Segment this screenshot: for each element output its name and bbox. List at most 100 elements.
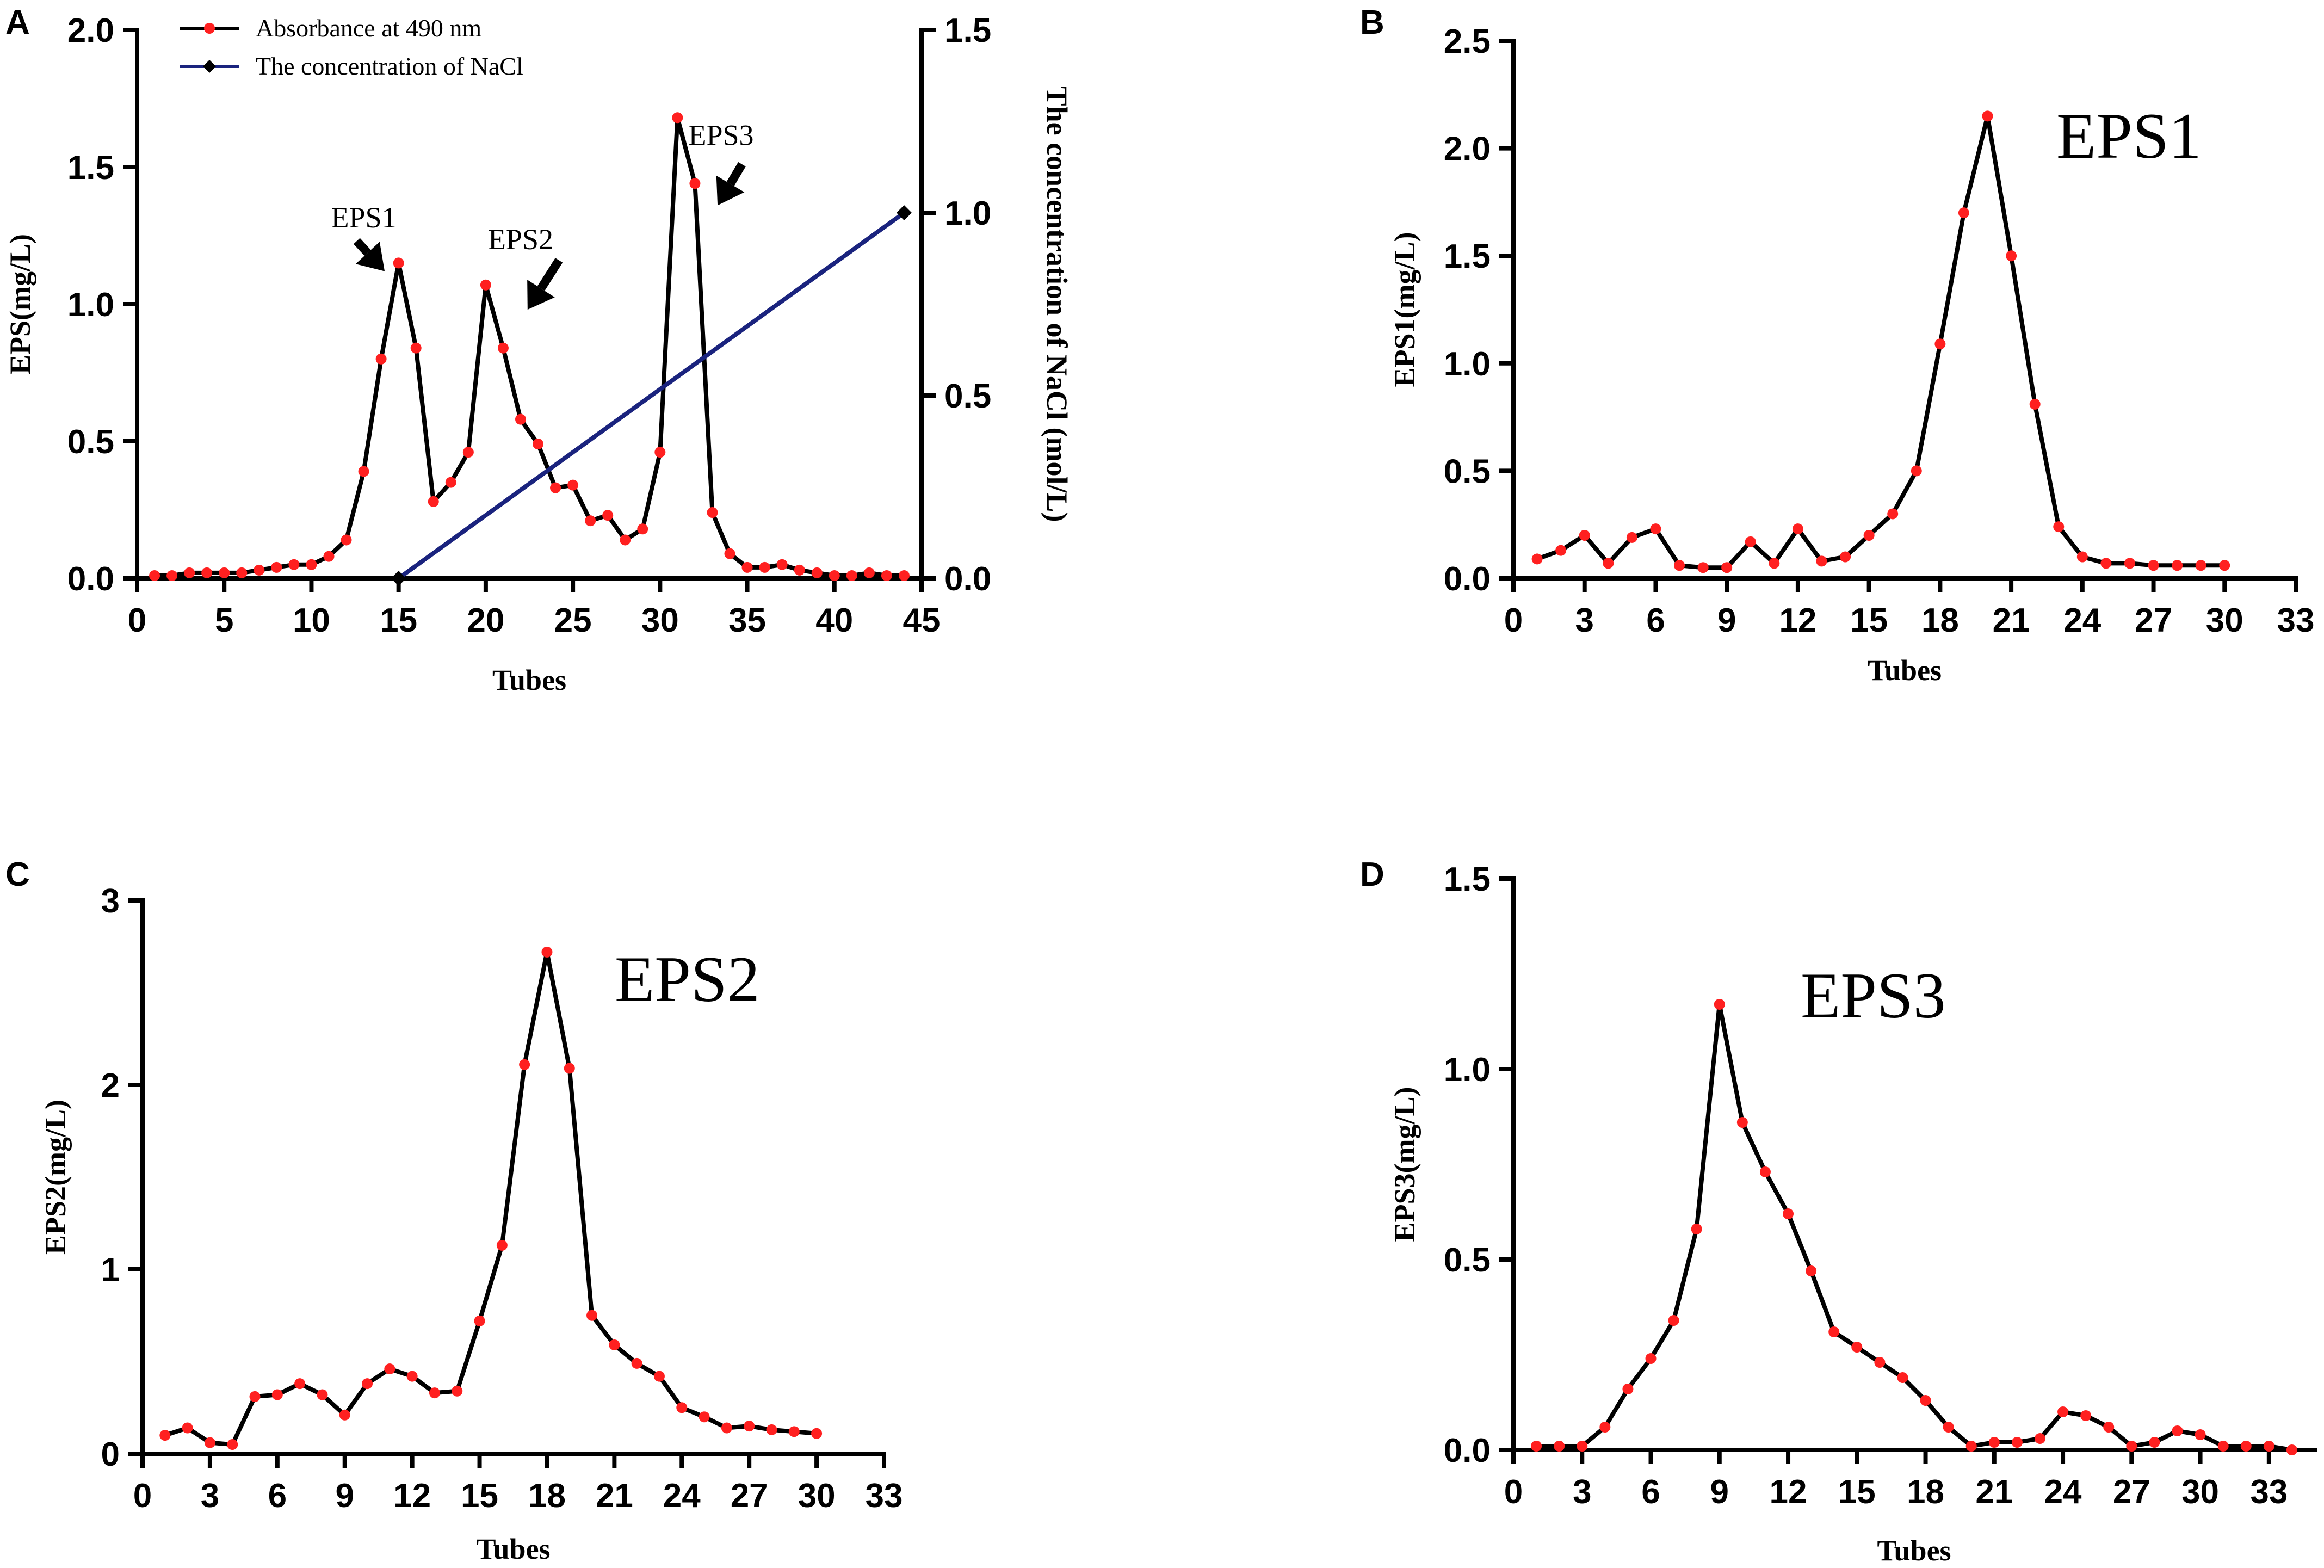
- data-point: [672, 112, 683, 124]
- panel-letter: C: [5, 856, 30, 893]
- data-point: [410, 342, 422, 354]
- data-point: [519, 1059, 530, 1070]
- x-tick-label: 27: [2113, 1473, 2150, 1511]
- data-point: [724, 548, 735, 559]
- data-point: [1622, 1384, 1634, 1394]
- data-point: [1783, 1208, 1794, 1219]
- peak-annotation: EPS2: [488, 223, 553, 256]
- x-tick-label: 24: [2063, 602, 2101, 639]
- y-tick-label: 2.0: [67, 12, 114, 50]
- data-point: [236, 567, 248, 578]
- data-point: [254, 564, 265, 576]
- y-tick-label: 0.0: [1444, 1432, 1491, 1470]
- x-tick-label: 33: [866, 1477, 903, 1515]
- series-line: [1536, 114, 2225, 570]
- x-axis-title: Tubes: [492, 664, 566, 696]
- annotation-arrow-head: [527, 280, 555, 310]
- data-point: [384, 1363, 395, 1375]
- legend-label-nacl: The concentration of NaCl: [256, 52, 523, 80]
- data-point: [829, 570, 840, 581]
- y2-tick-label: 1.5: [944, 12, 991, 50]
- y-tick-label: 1.5: [1444, 861, 1491, 898]
- data-point: [846, 570, 857, 581]
- data-point: [249, 1391, 261, 1402]
- x-tick-label: 27: [731, 1477, 768, 1515]
- data-point: [219, 567, 230, 578]
- data-point: [480, 279, 491, 291]
- data-point: [2006, 250, 2017, 262]
- y-tick-label: 2.5: [1444, 23, 1491, 60]
- data-point: [2126, 1441, 2137, 1452]
- data-point: [1863, 529, 1875, 541]
- x-tick-label: 15: [380, 602, 417, 639]
- y-tick-label: 1.0: [1444, 1051, 1491, 1089]
- data-point: [1599, 1422, 1611, 1433]
- data-point: [452, 1385, 463, 1397]
- x-tick-label: 20: [467, 602, 504, 639]
- data-point: [1920, 1395, 1931, 1406]
- x-tick-label: 3: [1573, 1473, 1591, 1511]
- data-point: [898, 570, 910, 581]
- x-tick-label: 30: [2181, 1473, 2219, 1511]
- y-tick-label: 1.0: [1444, 345, 1491, 383]
- data-point: [1982, 110, 1993, 122]
- annotation-arrow-shaft: [353, 238, 371, 256]
- nacl-point: [391, 571, 406, 586]
- legend-marker-nacl: [203, 60, 216, 73]
- data-point: [620, 534, 631, 546]
- data-point: [2172, 1425, 2183, 1436]
- peak-annotation: EPS1: [331, 201, 397, 234]
- data-point: [759, 561, 770, 573]
- x-tick-label: 30: [2206, 602, 2243, 639]
- data-point: [2219, 560, 2230, 571]
- data-point: [182, 1422, 193, 1434]
- x-tick-label: 0: [1504, 1473, 1523, 1511]
- y-tick-label: 2.0: [1444, 131, 1491, 168]
- data-point: [2148, 560, 2159, 571]
- data-point: [550, 482, 561, 493]
- data-point: [1579, 529, 1590, 541]
- x-tick-label: 24: [663, 1477, 701, 1515]
- y-tick-label: 3: [101, 882, 120, 920]
- data-point: [1792, 523, 1803, 535]
- data-point: [811, 567, 823, 578]
- data-point: [699, 1411, 710, 1423]
- nacl-series-line: [397, 211, 906, 581]
- data-point: [406, 1371, 418, 1382]
- data-point: [1840, 551, 1851, 563]
- data-point: [497, 342, 509, 354]
- data-point: [567, 479, 579, 491]
- y2-tick-label: 1.0: [944, 195, 991, 232]
- data-point: [1626, 532, 1637, 543]
- annotation-arrow-shaft: [537, 258, 563, 291]
- x-tick-label: 21: [596, 1477, 633, 1515]
- data-point: [1668, 1315, 1679, 1326]
- data-point: [375, 353, 387, 365]
- data-point: [496, 1239, 508, 1251]
- data-point: [2029, 398, 2041, 410]
- data-point: [2053, 521, 2065, 533]
- series-line: [164, 949, 817, 1447]
- data-point: [445, 477, 456, 488]
- x-tick-label: 0: [1504, 602, 1523, 639]
- data-point: [2149, 1437, 2160, 1448]
- data-point: [564, 1063, 575, 1074]
- data-point: [653, 1371, 665, 1382]
- series-line: [154, 115, 904, 578]
- data-point: [776, 559, 788, 570]
- legend-marker-absorbance: [204, 23, 215, 34]
- x-tick-label: 6: [1646, 602, 1665, 639]
- data-point: [358, 466, 369, 477]
- data-point: [2103, 1422, 2115, 1433]
- data-point: [204, 1437, 215, 1448]
- data-point: [341, 534, 352, 546]
- x-tick-label: 33: [2277, 602, 2315, 639]
- data-point: [637, 523, 648, 535]
- data-point: [2240, 1441, 2252, 1452]
- x-tick-label: 9: [335, 1477, 354, 1515]
- panel-b: B 0 3 6 9 12 15 18 21 24 27 30 33 0.0 0.5 1.0 1.5 2.0 2.5 T…: [1360, 4, 2314, 687]
- data-point: [1745, 536, 1756, 547]
- data-point: [654, 447, 666, 458]
- x-tick-label: 5: [215, 602, 233, 639]
- data-point: [2080, 1410, 2092, 1421]
